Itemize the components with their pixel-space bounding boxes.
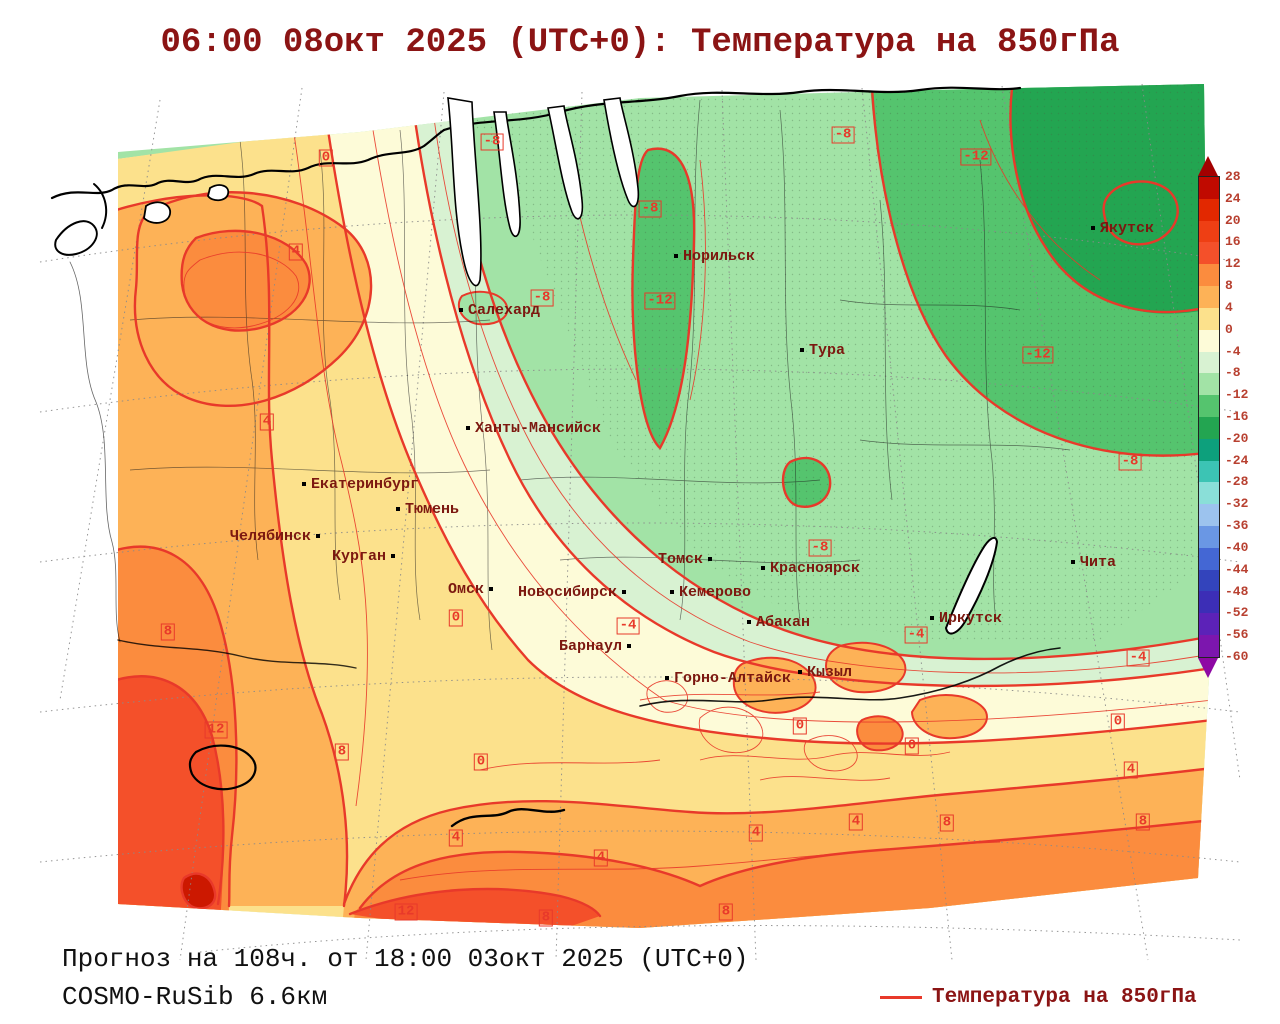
lake-baikal <box>944 536 999 635</box>
colorbar-arrow-up <box>1198 156 1218 176</box>
colorbar-tick-label: -24 <box>1225 452 1249 468</box>
zone-green-pocket-salekhard <box>457 290 509 326</box>
lake-sw <box>188 744 257 791</box>
colorbar-tick-label: -36 <box>1225 518 1249 534</box>
colorbar-segment <box>1199 329 1219 352</box>
temperature-zones <box>118 84 1210 928</box>
colorbar-segment <box>1199 482 1219 505</box>
ob-gulf-branch <box>493 111 521 238</box>
colorbar-tick-label: -56 <box>1225 627 1249 643</box>
zone-darkred-spot <box>181 873 216 909</box>
colorbar-segment <box>1199 307 1219 330</box>
graticule <box>39 83 1241 961</box>
colorbar-tick-label: -28 <box>1225 474 1249 490</box>
legend-line-sample <box>880 996 922 999</box>
yenisei-gulf <box>603 97 640 208</box>
colorbar-segment <box>1199 373 1219 396</box>
colorbar-segment <box>1199 460 1219 483</box>
colorbar-tick-label: -8 <box>1225 365 1241 381</box>
colorbar-tick-label: -52 <box>1225 605 1249 621</box>
state-border-sw <box>117 639 357 669</box>
colorbar-segment <box>1199 504 1219 526</box>
colorbar-tick-label: -16 <box>1225 409 1249 424</box>
colorbar-tick-label: 24 <box>1225 190 1241 206</box>
island <box>207 184 230 202</box>
colorbar-segment <box>1199 547 1219 570</box>
main-temp-contours <box>118 86 1210 918</box>
colorbar-segment <box>1199 613 1219 636</box>
mountain-ridge-line <box>450 807 566 828</box>
colorbar-tick-label: -44 <box>1225 561 1249 577</box>
colorbar-segment <box>1199 198 1219 221</box>
colorbar-segment <box>1199 569 1219 592</box>
colorbar-tick-label: 0 <box>1225 321 1233 337</box>
white-sea-coast <box>93 183 108 229</box>
colorbar-tick-label: -32 <box>1225 496 1249 512</box>
arctic-coast-west <box>50 128 446 200</box>
colorbar-tick-label: -20 <box>1225 430 1249 446</box>
thin-temp-contours <box>183 109 1210 881</box>
state-border-south <box>639 647 1061 707</box>
colorbar-tick-label: -40 <box>1225 539 1249 555</box>
colorbar-segment <box>1199 177 1219 199</box>
colorbar-tick-label: -12 <box>1225 387 1249 403</box>
colorbar-segment <box>1199 416 1219 439</box>
colorbar-segment <box>1199 526 1219 548</box>
ob-gulf <box>447 97 482 287</box>
model-info: COSMO-RuSib 6.6км <box>62 982 328 1012</box>
temperature-colorbar: 28 24 20 16 12 8 4 0 -4 -8 -12 -16 -20 -24 -28 -32 -36 -4… <box>1198 156 1270 680</box>
zone-mtn-pocket-1 <box>732 656 817 714</box>
colorbar-arrow-down <box>1198 658 1218 678</box>
border-left-margin <box>69 261 121 643</box>
colorbar-segment <box>1199 264 1219 287</box>
colorbar-segment <box>1199 242 1219 265</box>
forecast-info: Прогноз на 108ч. от 18:00 03окт 2025 (UT… <box>62 944 749 974</box>
colorbar-body <box>1198 176 1220 658</box>
island <box>143 201 171 224</box>
colorbar-segment <box>1199 286 1219 308</box>
zone-yellow <box>118 130 1210 928</box>
colorbar-segment <box>1199 438 1219 461</box>
colorbar-segment <box>1199 220 1219 243</box>
colorbar-tick-label: -60 <box>1225 649 1249 664</box>
legend-label: Температура на 850гПа <box>932 986 1197 1009</box>
colorbar-tick-label: -48 <box>1225 583 1249 599</box>
colorbar-segment <box>1199 591 1219 614</box>
zone-mtn-pocket-3 <box>856 715 904 752</box>
taz-gulf <box>547 105 584 220</box>
colorbar-tick-label: 16 <box>1225 234 1241 250</box>
stipple-texture <box>440 84 1210 640</box>
colorbar-tick-label: 12 <box>1225 256 1241 272</box>
colorbar-tick-label: 28 <box>1225 169 1241 184</box>
colorbar-tick-label: 4 <box>1225 299 1233 315</box>
page-title: 06:00 08окт 2025 (UTC+0): Температура на… <box>160 24 1120 62</box>
colorbar-tick-label: -4 <box>1225 343 1241 359</box>
colorbar-segment <box>1199 395 1219 417</box>
geography <box>50 86 1061 828</box>
colorbar-segment <box>1199 351 1219 374</box>
map-legend: Температура на 850гПа <box>880 986 1197 1009</box>
scandinavia-coast <box>54 220 98 256</box>
colorbar-segment <box>1199 635 1219 657</box>
colorbar-tick-label: 20 <box>1225 212 1241 228</box>
colorbar-tick-label: 8 <box>1225 278 1233 294</box>
zone-mtn-pocket-4 <box>910 694 988 740</box>
